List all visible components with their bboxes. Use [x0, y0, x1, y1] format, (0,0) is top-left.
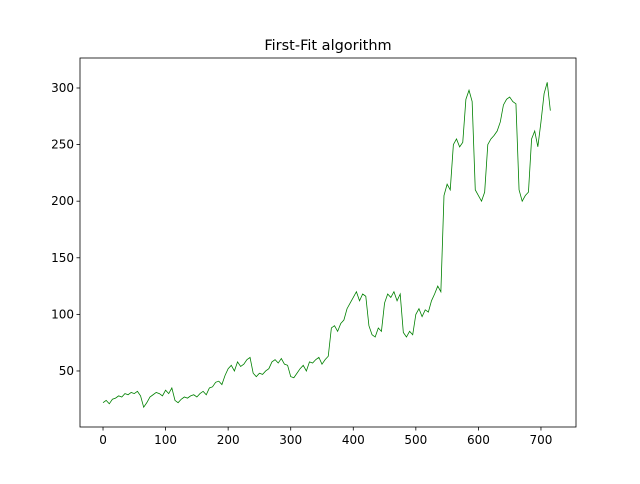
chart-title: First-Fit algorithm [264, 38, 391, 54]
x-tick-label: 300 [279, 433, 302, 447]
x-tick-label: 600 [467, 433, 490, 447]
y-tick-label: 150 [51, 251, 74, 265]
x-tick-label: 0 [99, 433, 107, 447]
y-tick-label: 50 [59, 364, 74, 378]
line-series [102, 82, 551, 409]
x-tick-label: 100 [154, 433, 177, 447]
x-tick-label: 400 [342, 433, 365, 447]
x-tick-label: 500 [404, 433, 427, 447]
y-tick-label: 250 [51, 138, 74, 152]
y-tick-label: 200 [51, 194, 74, 208]
x-tick-label: 700 [530, 433, 553, 447]
y-tick-label: 300 [51, 81, 74, 95]
y-tick-label: 100 [51, 307, 74, 321]
x-tick-label: 200 [217, 433, 240, 447]
axes-frame [79, 57, 577, 428]
